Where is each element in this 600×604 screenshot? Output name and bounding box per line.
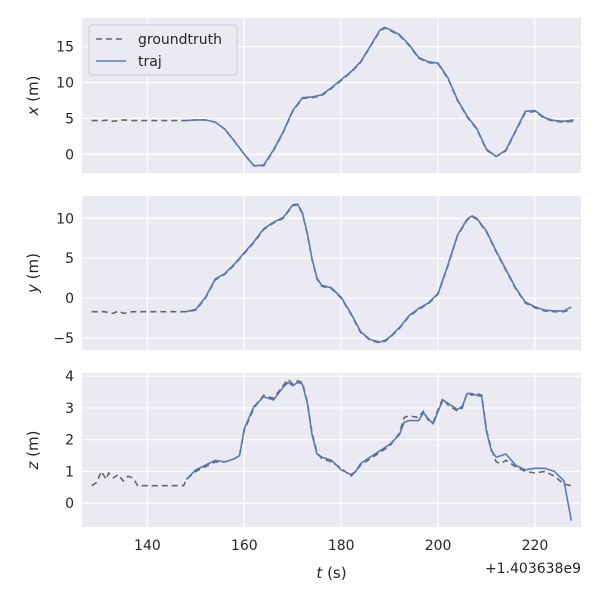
y-tick-label: 0 xyxy=(65,147,74,163)
subplot-x: 0 5 10 15 x (m) xyxy=(24,18,581,173)
legend-label-groundtruth: groundtruth xyxy=(138,32,222,48)
legend-label-traj: traj xyxy=(138,54,162,70)
x-axis-offset-text: +1.403638e9 xyxy=(485,561,581,577)
y-tick-label: 5 xyxy=(65,111,74,127)
y-axis-label-unit: (m) xyxy=(24,431,42,462)
y-axis-label-var: z xyxy=(24,460,42,470)
x-tick-label: 220 xyxy=(522,538,549,554)
series-line-traj xyxy=(185,381,573,521)
y-tick-label: 0 xyxy=(65,496,74,512)
subplot-z: 0 1 2 3 4 z (m) xyxy=(24,369,581,527)
x-axis-label-var: t xyxy=(316,564,323,582)
legend: groundtruth traj xyxy=(88,24,238,76)
y-tick-label: 10 xyxy=(56,76,74,92)
plot-area xyxy=(82,196,581,350)
y-axis-label-unit: (m) xyxy=(24,253,42,284)
y-tick-label: −5 xyxy=(53,331,74,347)
x-axis-label: t (s) xyxy=(316,564,346,582)
x-tick-label: 160 xyxy=(231,538,258,554)
y-tick-label: 10 xyxy=(56,211,74,227)
series-line-traj xyxy=(186,203,572,343)
y-tick-label: 4 xyxy=(65,369,74,385)
x-tick-label: 140 xyxy=(134,538,161,554)
y-axis-label: y (m) xyxy=(24,253,42,294)
legend-box xyxy=(88,24,238,76)
y-tick-label: 1 xyxy=(65,464,74,480)
x-tick-label: 180 xyxy=(328,538,355,554)
plot-area xyxy=(82,373,581,527)
series-line-groundtruth xyxy=(91,378,572,487)
y-tick-label: 5 xyxy=(65,251,74,267)
subplot-y: −5 0 5 10 y (m) xyxy=(24,196,581,350)
y-tick-label: 2 xyxy=(65,433,74,449)
y-axis-label-unit: (m) xyxy=(24,76,42,107)
y-tick-label: 3 xyxy=(65,401,74,417)
y-tick-label: 15 xyxy=(56,40,74,56)
y-axis-label: z (m) xyxy=(24,431,42,471)
x-axis-label-unit: (s) xyxy=(322,564,346,582)
series-line-traj xyxy=(186,26,574,167)
y-axis-label-var: x xyxy=(24,106,42,116)
y-axis-label: x (m) xyxy=(24,76,42,117)
y-axis-label-var: y xyxy=(24,283,42,294)
x-tick-label: 200 xyxy=(425,538,452,554)
y-tick-label: 0 xyxy=(65,291,74,307)
